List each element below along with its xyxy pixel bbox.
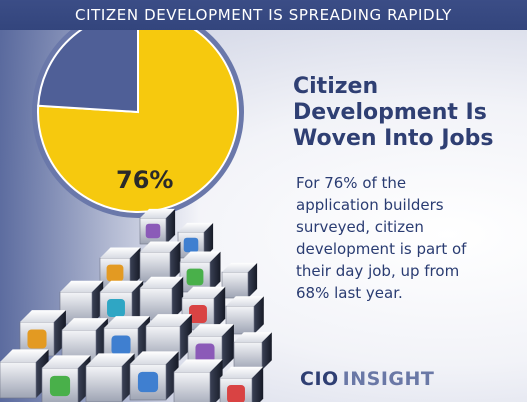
cube <box>85 353 135 402</box>
headline-line: Woven Into Jobs <box>293 126 494 151</box>
headline-line: Citizen <box>293 74 379 99</box>
cube <box>221 262 258 299</box>
logo-cio: CIO <box>300 368 339 390</box>
body-line: their day job, up from <box>296 262 460 280</box>
logo-insight: INSIGHT <box>342 368 435 390</box>
cube <box>179 251 221 293</box>
body-text: For 76% of the application builders surv… <box>296 172 522 304</box>
body-line: surveyed, citizen <box>296 218 424 236</box>
cube <box>173 359 223 402</box>
body-line: development is part of <box>296 240 467 258</box>
pie-value-label: 76% <box>116 166 174 194</box>
cube <box>139 276 184 321</box>
cubes-illustration <box>0 208 272 402</box>
cube <box>59 280 104 325</box>
pie-chart <box>32 6 244 218</box>
cube <box>41 355 91 402</box>
cube <box>0 349 49 399</box>
cube <box>129 351 179 401</box>
cube <box>233 332 272 371</box>
cio-insight-logo: CIO INSIGHT <box>300 368 434 390</box>
cube <box>139 208 176 245</box>
cube <box>99 247 141 289</box>
cube <box>139 241 181 283</box>
cube <box>19 310 66 357</box>
headline-line: Development Is <box>293 100 487 125</box>
body-line: application builders <box>296 196 444 214</box>
body-line: 68% last year. <box>296 284 403 302</box>
headline: Citizen Development Is Woven Into Jobs <box>293 74 521 152</box>
banner-title: CITIZEN DEVELOPMENT IS SPREADING RAPIDLY <box>0 0 527 30</box>
body-line: For 76% of the <box>296 174 407 192</box>
cube <box>225 296 264 335</box>
cube <box>219 366 264 402</box>
